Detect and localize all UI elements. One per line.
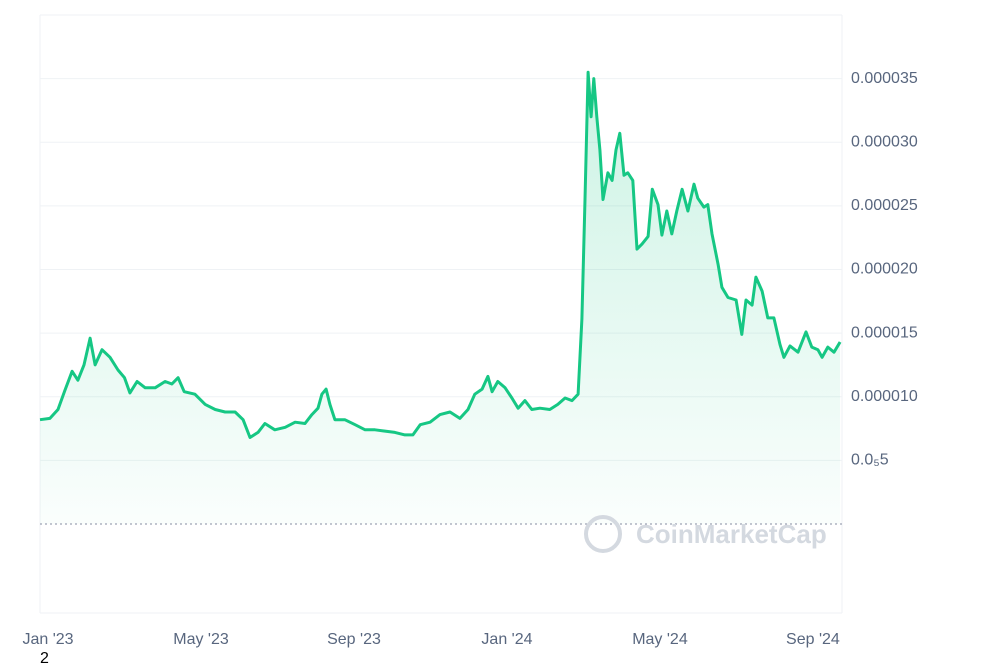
y-tick-label: 0.000035 [851, 70, 918, 87]
y-tick-label: 0.000010 [851, 388, 918, 405]
watermark: CoinMarketCap [636, 519, 827, 549]
y-tick-label: 0.000030 [851, 133, 918, 150]
area-fill [40, 72, 841, 525]
y-tick-label: 0.000025 [851, 197, 918, 214]
x-tick-label: Jan '23 [22, 631, 73, 648]
x-tick-label: Jan '24 [481, 631, 532, 648]
y-tick-label: 0.000015 [851, 324, 918, 341]
price-line [39, 70, 842, 439]
x-tick-label: Sep '24 [786, 631, 840, 648]
footnote: 2 [40, 650, 49, 667]
y-tick-label: 0.0₅5 [851, 452, 889, 469]
x-tick-label: May '24 [632, 631, 688, 648]
x-tick-label: Sep '23 [327, 631, 381, 648]
x-tick-label: May '23 [173, 631, 229, 648]
y-tick-label: 0.000020 [851, 261, 918, 278]
watermark-logo [584, 515, 622, 553]
